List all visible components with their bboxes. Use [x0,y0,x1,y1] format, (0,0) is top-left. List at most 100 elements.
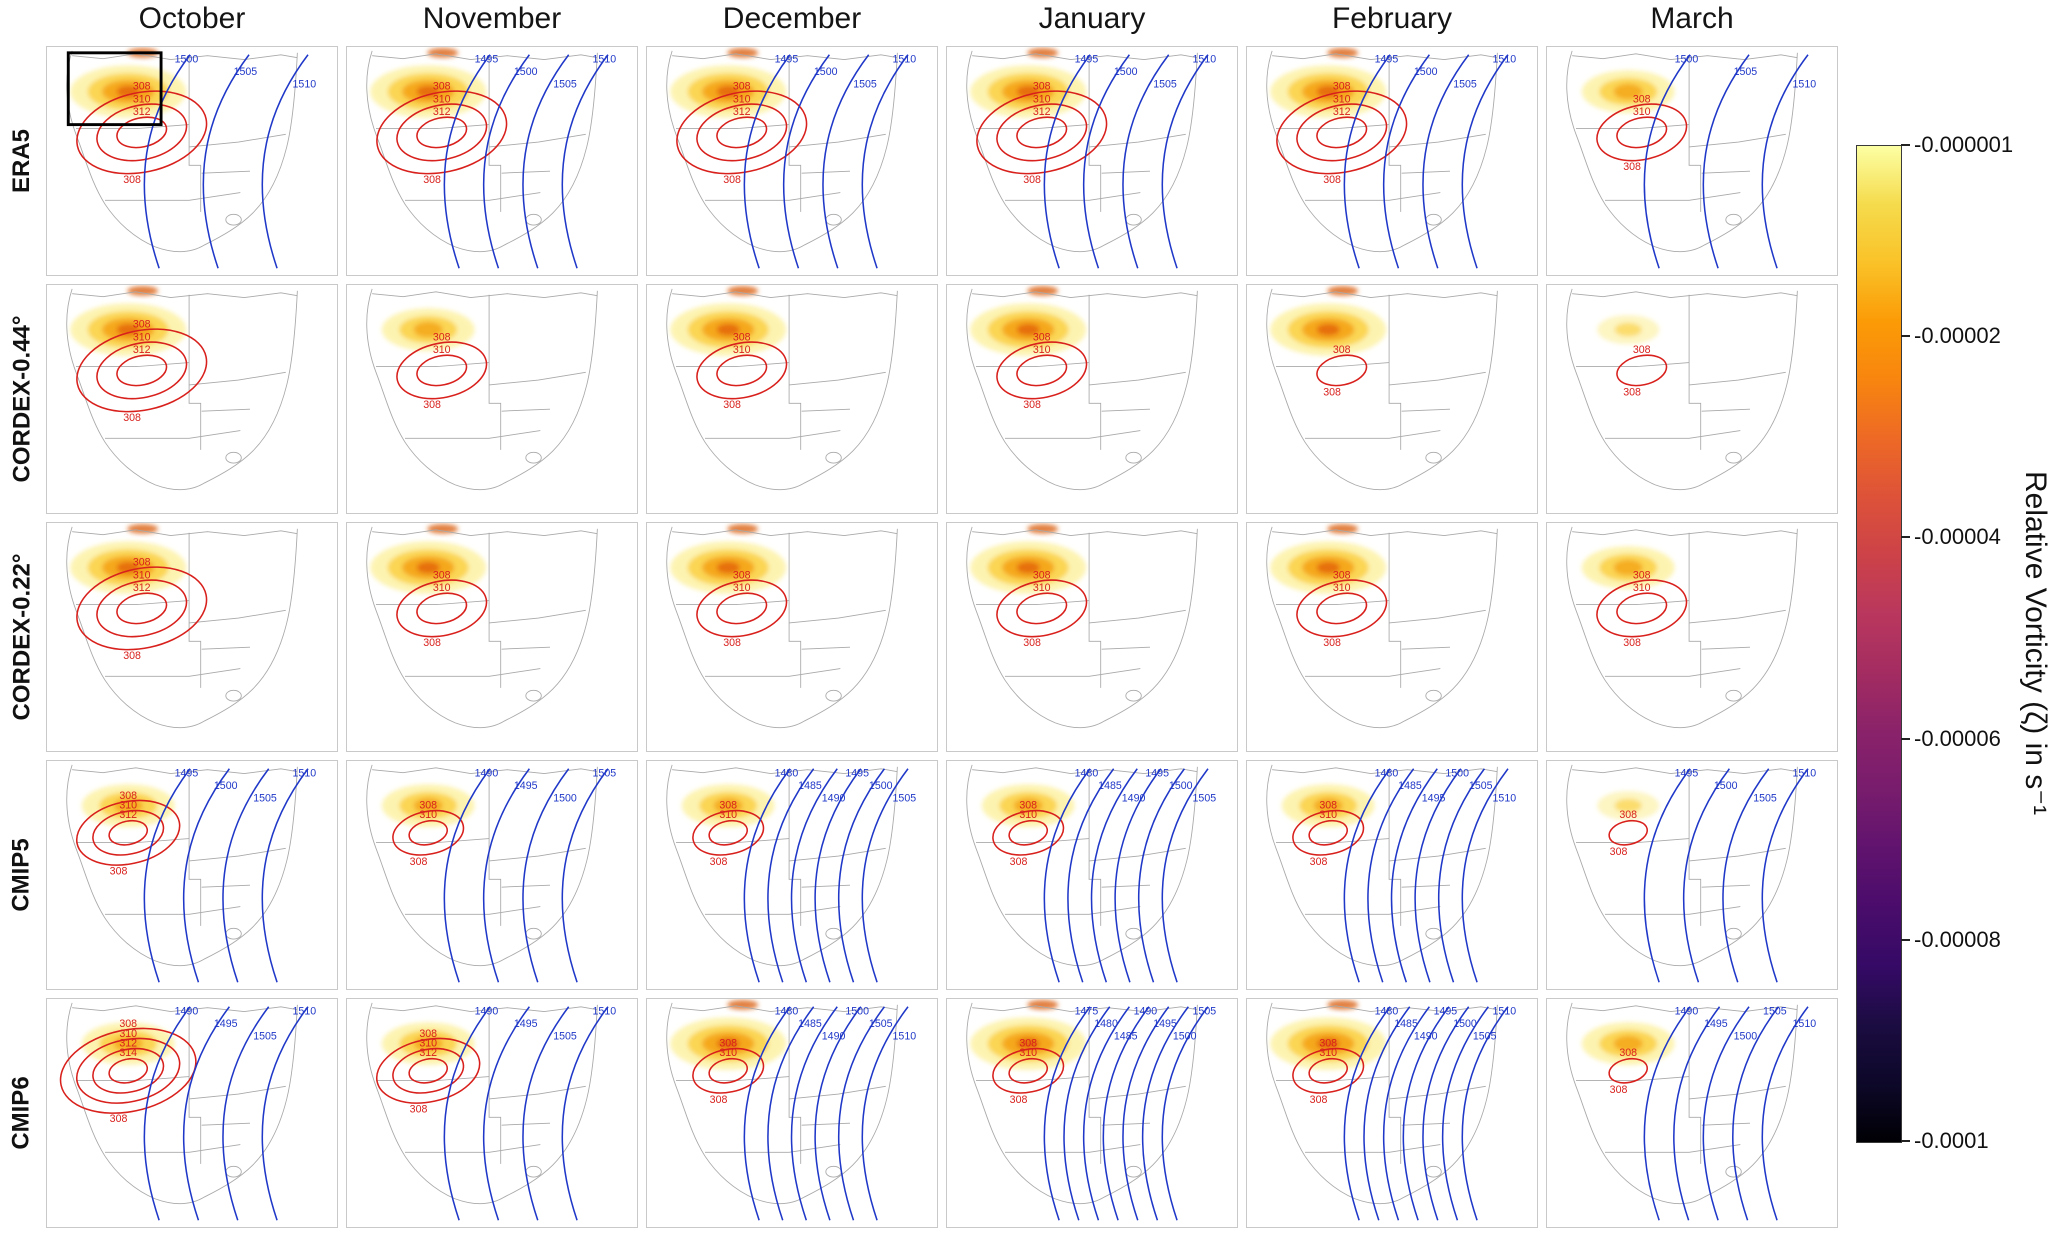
map-panel-CORDEX-0.22°-November: 310 308 308 [346,522,638,752]
coastline-borders [1566,764,1798,967]
red-contour-label: 312 [133,344,151,356]
coastline-borders [1566,526,1798,729]
red-contour-label: 310 [1333,93,1351,105]
blue-contour-label: 1500 [1114,66,1138,78]
red-contour-label: 310 [1633,106,1651,118]
colorbar-axis-label: Relative Vorticity (ζ) in s⁻¹ [2018,145,2053,1141]
blue-contour-label: 1495 [845,768,869,780]
map-panel-CMIP6-November: 312 310 308 308 1490 1495 1505 1510 [346,998,638,1228]
blue-contour-label: 1505 [853,79,877,91]
vorticity-shading [1581,70,1675,113]
red-contour-label: 308 [1623,387,1641,399]
blue-contour-label: 1495 [475,54,499,66]
map-panel-ERA5-March: 310 308 308 1500 1505 1510 [1546,46,1838,276]
blue-contour-label: 1485 [1398,780,1422,792]
row-label-text: ERA5 [8,128,35,194]
red-contour-label: 308 [1333,569,1351,581]
blue-contour-label: 1495 [1434,1006,1458,1018]
red-contour-label: 312 [733,106,751,118]
map-panel-CORDEX-0.22°-February: 310 308 308 [1246,522,1538,752]
blue-contour-label: 1495 [1153,1018,1177,1030]
red-contour-label: 308 [433,331,451,343]
red-contour-label: 310 [1333,582,1351,594]
blue-contour-label: 1485 [1394,1018,1418,1030]
blue-contours: 1490 1495 1505 1510 [143,1006,316,1221]
blue-contour-label: 1490 [1414,1031,1438,1043]
red-contour-label: 308 [1310,856,1328,868]
map-panel-CORDEX-0.22°-December: 310 308 308 [646,522,938,752]
blue-contour-label: 1510 [593,54,617,66]
blue-contour-label: 1505 [869,1018,893,1030]
coastline-borders [366,764,598,967]
vorticity-shading [381,308,475,351]
row-label: CORDEX-0.44° [0,284,44,514]
blue-contour-label: 1495 [1704,1018,1728,1030]
red-contour-label: 308 [423,399,441,411]
red-contour-label: 308 [1619,809,1637,821]
red-contour-label: 308 [433,81,451,93]
blue-contour-label: 1500 [1675,54,1699,66]
red-contour-label: 308 [1319,800,1337,812]
blue-contours: 1500 1505 1510 [143,54,316,269]
map-panel-CMIP6-February: 310 308 308 1480 1485 1490 1495 1500 1505 1510 [1246,998,1538,1228]
blue-contour-label: 1485 [1114,1031,1138,1043]
red-contour-label: 308 [119,1018,137,1030]
blue-contour-label: 1505 [593,768,617,780]
red-contour-label: 308 [719,800,737,812]
vorticity-shading [70,47,187,118]
blue-contour-label: 1495 [514,780,538,792]
row-label-text: CMIP6 [8,1076,36,1150]
red-contour-label: 308 [1333,81,1351,93]
red-contour-label: 308 [119,790,137,802]
red-contour-label: 308 [723,174,741,186]
blue-contour-label: 1475 [1075,1006,1099,1018]
red-contours: 308 308 [1608,809,1649,858]
row-label: CMIP5 [0,760,44,990]
red-contours: 308 308 [1316,344,1368,399]
blue-contour-label: 1505 [1193,793,1217,805]
vorticity-shading [81,1022,175,1065]
red-contour-label: 308 [710,856,728,868]
blue-contour-label: 1495 [1075,54,1099,66]
colorbar-tickmark [1901,536,1910,539]
red-contour-label: 308 [1610,1084,1628,1096]
coastline-borders [1266,288,1498,491]
column-header: February [1331,2,1453,35]
blue-contour-label: 1505 [1453,79,1477,91]
row-label-text: CORDEX-0.22° [8,553,36,721]
blue-contour-label: 1500 [1173,1031,1197,1043]
vorticity-shading [1270,523,1387,594]
red-contour-label: 308 [1310,1094,1328,1106]
blue-contours: 1495 1500 1505 1510 [1043,54,1216,269]
red-contour-label: 312 [433,106,451,118]
blue-contour-label: 1510 [1493,1006,1517,1018]
vorticity-shading [81,784,175,827]
blue-contours: 1495 1500 1505 1510 [143,768,316,983]
coastline-borders [966,288,1198,491]
